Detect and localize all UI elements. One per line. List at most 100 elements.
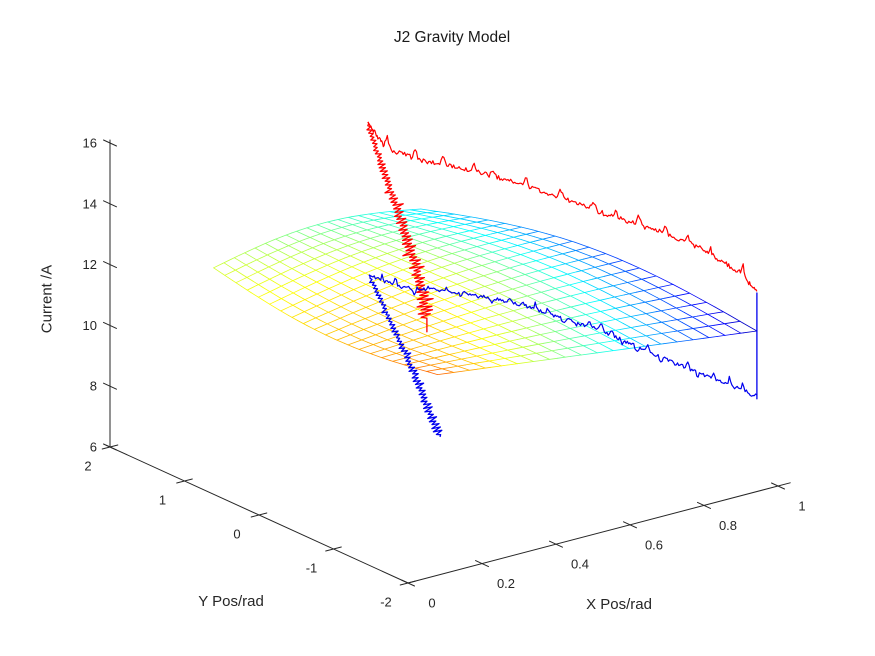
mesh-line-u	[616, 276, 631, 285]
mesh-line-u	[275, 259, 287, 266]
mesh-line-u	[447, 322, 459, 329]
mesh-line-v	[465, 229, 476, 233]
mesh-line-u	[233, 257, 245, 265]
mesh-line-u	[470, 270, 485, 277]
mesh-line-u	[414, 340, 426, 346]
mesh-line-v	[435, 214, 446, 218]
mesh-line-u	[471, 252, 486, 259]
mesh-line-u	[553, 351, 566, 358]
mesh-line-u	[285, 234, 298, 241]
mesh-line-v	[633, 324, 647, 328]
mesh-line-u	[334, 338, 345, 344]
mesh-line-v	[596, 350, 611, 354]
mesh-line-v	[293, 263, 304, 269]
mesh-line-u	[386, 244, 400, 251]
mesh-line-v	[427, 362, 442, 367]
mesh-line-v	[322, 298, 334, 304]
mesh-line-v	[631, 278, 645, 282]
y-axis-line	[105, 444, 409, 584]
mesh-line-u	[429, 220, 444, 225]
mesh-line-v	[590, 310, 604, 314]
mesh-line-v	[481, 233, 492, 237]
mesh-line-u	[336, 292, 348, 299]
mesh-line-u	[548, 274, 562, 282]
mesh-line-v	[544, 235, 556, 240]
mesh-line-v	[549, 264, 562, 269]
mesh-line-v	[377, 233, 388, 237]
mesh-line-v	[470, 286, 483, 292]
x-axis-label: X Pos/rad	[586, 596, 652, 613]
mesh-line-v	[488, 313, 502, 318]
mesh-line-u	[574, 286, 588, 295]
mesh-line-u	[521, 282, 535, 290]
mesh-line-v	[555, 252, 568, 256]
mesh-line-v	[278, 294, 290, 300]
mesh-line-v	[620, 280, 633, 285]
mesh-line-v	[337, 267, 349, 273]
mesh-line-u	[504, 222, 520, 227]
mesh-line-v	[594, 331, 609, 335]
mesh-line-v	[630, 313, 644, 317]
mesh-line-u	[295, 270, 307, 277]
mesh-line-v	[444, 213, 455, 216]
mesh-line-u	[294, 281, 306, 288]
series-plunge-branch	[368, 274, 443, 438]
mesh-line-v	[507, 254, 519, 259]
mesh-line-u	[306, 265, 319, 272]
mesh-line-u	[532, 229, 548, 235]
mesh-line-u	[469, 279, 483, 286]
mesh-line-v	[308, 280, 320, 287]
mesh-line-v	[441, 327, 455, 332]
mesh-line-u	[429, 336, 441, 342]
mesh-line-u	[541, 313, 555, 321]
mesh-line-u	[614, 296, 629, 305]
mesh-line-v	[430, 246, 442, 251]
mesh-line-u	[742, 322, 758, 332]
mesh-line-u	[432, 231, 447, 237]
mesh-line-v	[302, 259, 313, 265]
mesh-line-u	[632, 339, 646, 347]
mesh-line-v	[592, 275, 605, 280]
mesh-line-u	[325, 334, 336, 340]
mesh-line-v	[417, 351, 431, 356]
mesh-line-v	[676, 339, 691, 343]
mesh-line-u	[601, 289, 615, 298]
mesh-line-v	[608, 283, 621, 288]
mesh-line-v	[355, 295, 367, 301]
mesh-line-v	[449, 224, 460, 228]
mesh-line-v	[602, 307, 616, 312]
mesh-line-u	[421, 234, 435, 240]
mesh-line-u	[284, 275, 296, 283]
mesh-line-v	[408, 218, 419, 222]
mesh-line-u	[352, 256, 365, 263]
mesh-line-v	[542, 331, 556, 335]
mesh-line-u	[389, 211, 404, 216]
mesh-line-u	[384, 229, 399, 235]
mesh-line-u	[340, 242, 354, 249]
mesh-line-v	[390, 259, 402, 264]
mesh-line-v	[441, 336, 455, 341]
mesh-line-v	[473, 296, 486, 302]
mesh-line-u	[553, 319, 566, 327]
mesh-line-v	[479, 344, 493, 349]
mesh-line-v	[729, 332, 744, 336]
mesh-line-v	[334, 257, 345, 263]
mesh-line-v	[491, 350, 506, 354]
mesh-line-v	[504, 339, 518, 343]
mesh-line-v	[512, 243, 525, 248]
mesh-line-v	[474, 226, 486, 230]
z-tick-label: 12	[83, 257, 97, 272]
mesh-line-u	[372, 225, 386, 231]
mesh-line-v	[445, 233, 457, 237]
mesh-line-v	[428, 211, 439, 213]
mesh-line-v	[511, 226, 522, 230]
mesh-line-u	[476, 217, 492, 221]
mesh-line-v	[399, 288, 412, 294]
x-tick-label: 0.8	[719, 518, 737, 533]
z-tick-label: 14	[83, 196, 97, 211]
mesh-line-u	[231, 279, 243, 287]
mesh-line-v	[567, 325, 581, 330]
mesh-line-v	[452, 364, 467, 368]
mesh-line-u	[386, 349, 397, 354]
mesh-line-v	[560, 294, 574, 299]
